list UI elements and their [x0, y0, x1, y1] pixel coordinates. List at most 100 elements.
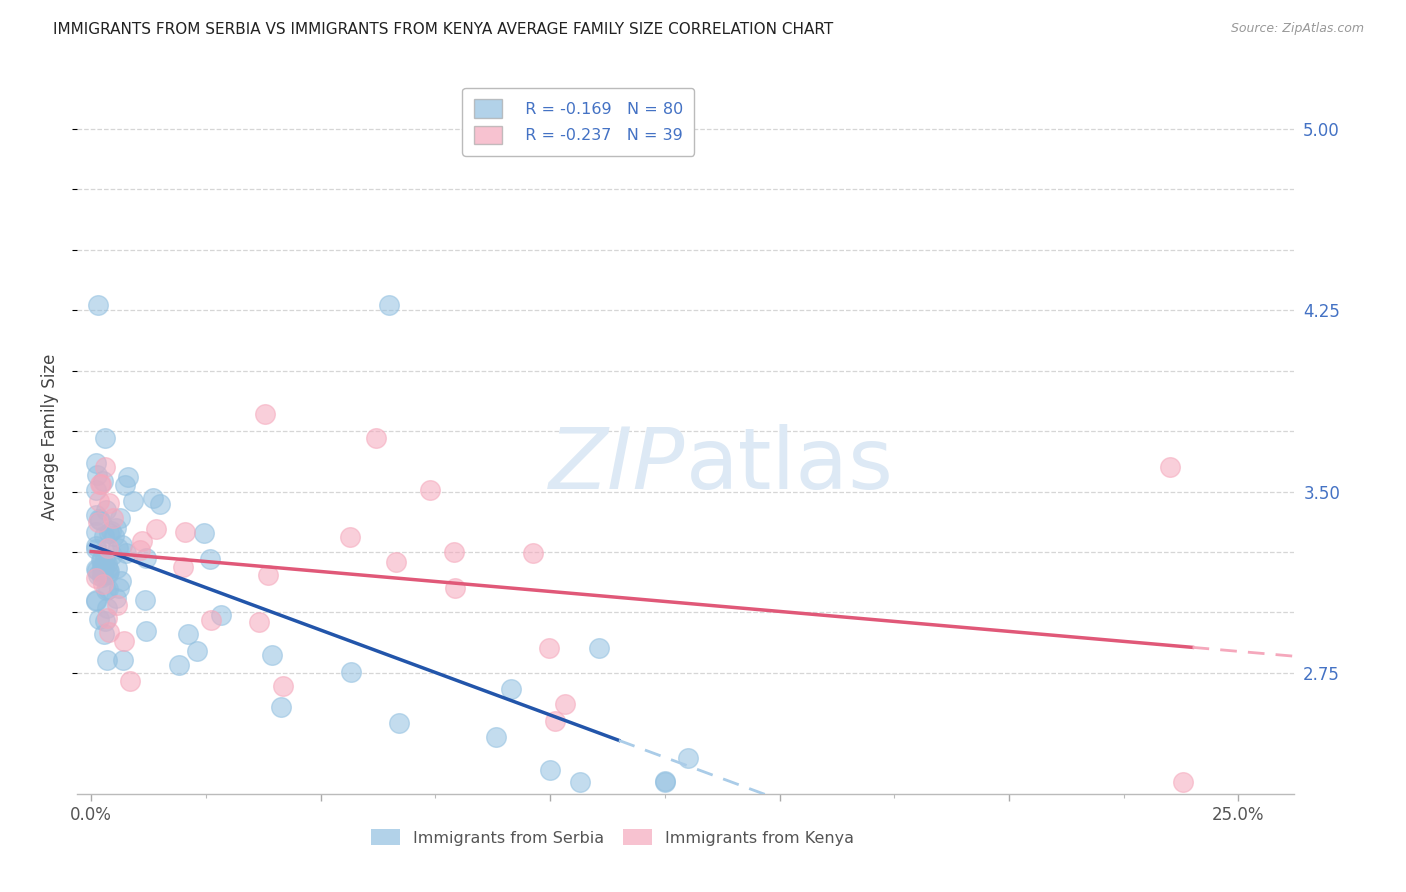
Point — [87, 493, 110, 508]
Point — [86, 525, 108, 540]
Point — [94, 459, 117, 474]
Point — [101, 548, 124, 562]
Text: Source: ZipAtlas.com: Source: ZipAtlas.com — [1230, 22, 1364, 36]
Point — [90, 560, 112, 574]
Point — [145, 522, 167, 536]
Point — [256, 567, 278, 582]
Point — [676, 750, 699, 764]
Point — [93, 475, 115, 489]
Point — [87, 512, 110, 526]
Point — [87, 567, 110, 582]
Point — [485, 730, 508, 744]
Y-axis label: Average Family Size: Average Family Size — [41, 354, 59, 520]
Point — [90, 552, 112, 566]
Point — [86, 563, 108, 577]
Point — [167, 658, 190, 673]
Point — [378, 298, 401, 312]
Point — [84, 541, 107, 556]
Point — [93, 558, 115, 572]
Point — [200, 613, 222, 627]
Point — [107, 541, 129, 555]
Point — [100, 524, 122, 538]
Point — [131, 533, 153, 548]
Point — [554, 697, 576, 711]
Point — [522, 546, 544, 560]
Point — [90, 477, 112, 491]
Text: atlas: atlas — [686, 424, 893, 508]
Point — [443, 581, 465, 595]
Point — [271, 679, 294, 693]
Point — [93, 529, 115, 543]
Point — [385, 555, 408, 569]
Point — [149, 498, 172, 512]
Point — [105, 521, 128, 535]
Point — [121, 493, 143, 508]
Point — [84, 456, 107, 470]
Point — [101, 511, 124, 525]
Point — [198, 551, 221, 566]
Point — [388, 716, 411, 731]
Point — [90, 553, 112, 567]
Point — [104, 591, 127, 606]
Point — [94, 551, 117, 566]
Point — [112, 633, 135, 648]
Point — [93, 627, 115, 641]
Point — [96, 611, 118, 625]
Point — [141, 491, 163, 505]
Point — [89, 477, 111, 491]
Point — [97, 567, 120, 582]
Point — [110, 574, 132, 588]
Point — [91, 577, 114, 591]
Point — [97, 525, 120, 540]
Point — [118, 673, 141, 688]
Point — [86, 467, 108, 482]
Point — [172, 559, 194, 574]
Point — [1173, 774, 1195, 789]
Point — [86, 515, 108, 529]
Point — [270, 700, 292, 714]
Point — [538, 763, 561, 777]
Point — [87, 298, 110, 312]
Point — [90, 566, 112, 580]
Point — [84, 483, 107, 498]
Point — [96, 557, 118, 571]
Point — [110, 511, 132, 525]
Point — [94, 614, 117, 628]
Point — [129, 543, 152, 558]
Point — [94, 431, 117, 445]
Point — [174, 525, 197, 540]
Point — [588, 640, 610, 655]
Point — [97, 496, 120, 510]
Point — [84, 508, 107, 522]
Point — [135, 624, 157, 639]
Point — [84, 562, 107, 576]
Point — [654, 774, 676, 789]
Point — [108, 582, 131, 596]
Point — [97, 541, 120, 556]
Point — [543, 714, 565, 729]
Point — [84, 593, 107, 607]
Point — [339, 530, 361, 544]
Point — [84, 594, 107, 608]
Point — [443, 545, 465, 559]
Point — [117, 470, 139, 484]
Point — [111, 538, 134, 552]
Point — [186, 644, 208, 658]
Point — [84, 572, 107, 586]
Point — [262, 648, 284, 662]
Point — [247, 615, 270, 629]
Point — [105, 598, 128, 612]
Point — [103, 529, 125, 543]
Point — [177, 626, 200, 640]
Point — [105, 561, 128, 575]
Point — [96, 600, 118, 615]
Point — [89, 513, 111, 527]
Legend: Immigrants from Serbia, Immigrants from Kenya: Immigrants from Serbia, Immigrants from … — [363, 822, 862, 854]
Point — [340, 665, 363, 679]
Point — [134, 593, 156, 607]
Point — [364, 431, 387, 445]
Point — [91, 570, 114, 584]
Point — [114, 477, 136, 491]
Point — [91, 568, 114, 582]
Point — [97, 562, 120, 576]
